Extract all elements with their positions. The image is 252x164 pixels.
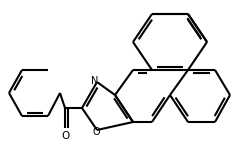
- Text: N: N: [91, 76, 99, 86]
- Text: O: O: [61, 131, 69, 141]
- Text: O: O: [92, 127, 100, 137]
